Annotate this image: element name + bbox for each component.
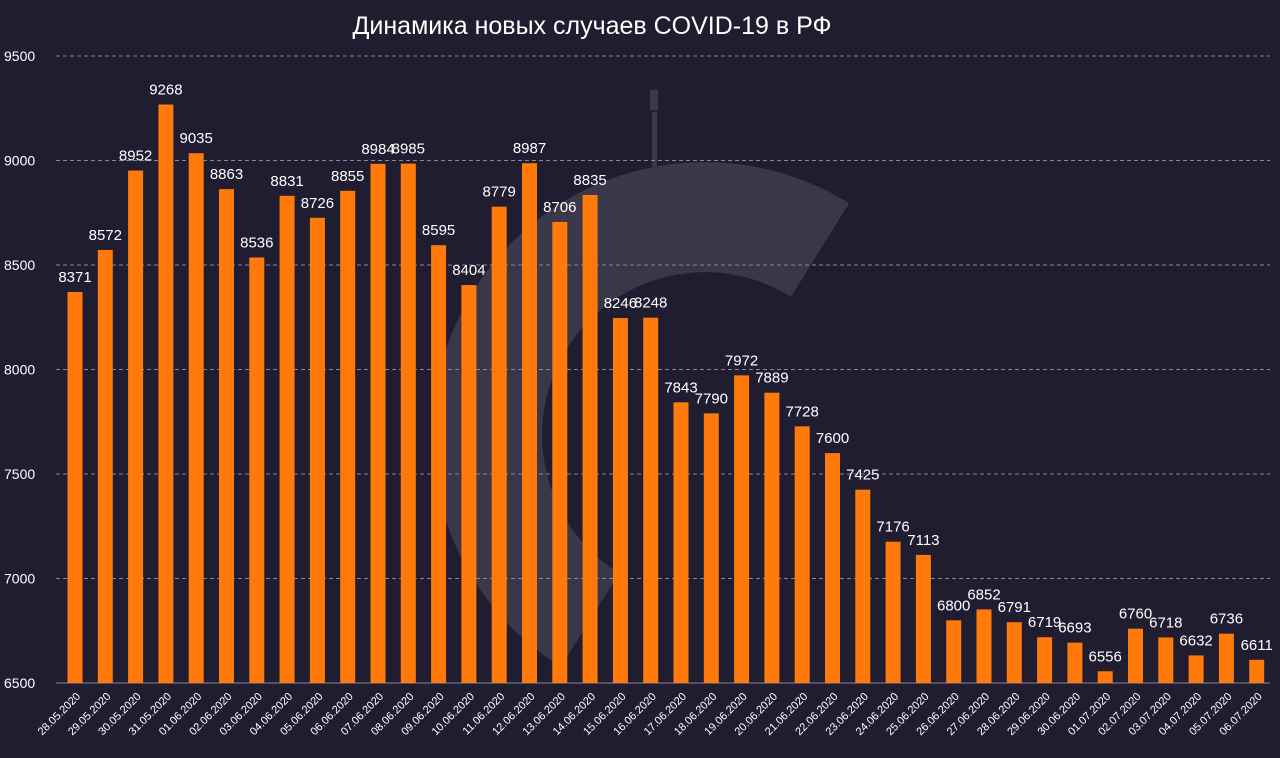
bar bbox=[1158, 637, 1174, 683]
bar bbox=[946, 620, 962, 683]
bar bbox=[643, 317, 659, 683]
bar bbox=[734, 375, 750, 683]
data-label: 7176 bbox=[876, 519, 909, 536]
bar bbox=[340, 190, 356, 683]
data-label: 8984 bbox=[361, 141, 394, 158]
data-label: 6611 bbox=[1241, 637, 1273, 654]
bar bbox=[1006, 622, 1022, 683]
data-label: 6760 bbox=[1119, 606, 1152, 623]
data-label: 7972 bbox=[725, 352, 758, 369]
bar bbox=[794, 426, 810, 683]
bar bbox=[764, 392, 780, 683]
bar bbox=[309, 217, 325, 684]
data-label: 8779 bbox=[483, 184, 516, 201]
bar bbox=[703, 413, 719, 683]
data-label: 8595 bbox=[422, 222, 455, 239]
bar bbox=[976, 609, 992, 683]
bar bbox=[1188, 655, 1204, 683]
y-tick-label: 6500 bbox=[4, 675, 35, 691]
bar bbox=[128, 170, 144, 684]
data-label: 6556 bbox=[1089, 648, 1122, 665]
data-label: 9268 bbox=[149, 81, 182, 98]
data-label: 7889 bbox=[755, 370, 788, 387]
bar bbox=[1128, 628, 1143, 683]
bar bbox=[915, 554, 931, 683]
data-label: 8855 bbox=[331, 168, 364, 185]
data-label: 6852 bbox=[967, 586, 1000, 603]
bar bbox=[582, 194, 598, 684]
data-label: 8952 bbox=[119, 148, 152, 165]
data-label: 6719 bbox=[1028, 614, 1061, 631]
y-tick-label: 7500 bbox=[4, 466, 35, 482]
data-label: 8831 bbox=[270, 173, 303, 190]
data-label: 8985 bbox=[392, 141, 425, 158]
bar bbox=[400, 163, 416, 683]
chart-title: Динамика новых случаев COVID-19 в РФ bbox=[352, 12, 831, 40]
data-label: 8404 bbox=[452, 262, 485, 279]
data-label: 8863 bbox=[210, 166, 243, 183]
bar bbox=[855, 489, 871, 683]
data-label: 7600 bbox=[816, 430, 849, 447]
bar bbox=[431, 245, 447, 683]
data-label: 8248 bbox=[634, 295, 667, 312]
data-label: 8371 bbox=[58, 269, 91, 286]
data-label: 6800 bbox=[937, 597, 970, 614]
data-label: 7425 bbox=[846, 467, 879, 484]
data-label: 8536 bbox=[240, 234, 273, 251]
y-tick-label: 8500 bbox=[4, 257, 35, 273]
bar bbox=[461, 285, 477, 683]
data-label: 6693 bbox=[1058, 620, 1091, 637]
data-label: 6718 bbox=[1149, 614, 1182, 631]
bar bbox=[370, 163, 386, 683]
data-label: 7113 bbox=[907, 532, 939, 549]
data-label: 8835 bbox=[573, 172, 606, 189]
data-label: 8987 bbox=[513, 140, 546, 157]
bar bbox=[673, 402, 689, 683]
bar bbox=[249, 257, 265, 683]
bar bbox=[522, 163, 537, 684]
data-label: 8706 bbox=[543, 199, 576, 216]
bar bbox=[188, 153, 204, 683]
data-label: 8572 bbox=[89, 227, 122, 244]
bar bbox=[1037, 637, 1053, 683]
data-label: 6791 bbox=[998, 599, 1031, 616]
data-label: 8726 bbox=[301, 195, 334, 212]
bar bbox=[825, 453, 840, 683]
y-tick-label: 8000 bbox=[4, 362, 35, 378]
bar bbox=[552, 221, 568, 684]
bar bbox=[158, 104, 174, 684]
bar bbox=[219, 189, 234, 683]
data-label: 7728 bbox=[786, 403, 819, 420]
bar bbox=[1249, 659, 1265, 683]
bar bbox=[612, 318, 628, 683]
data-label: 6736 bbox=[1210, 611, 1243, 628]
bar bbox=[279, 195, 295, 684]
data-label: 7790 bbox=[695, 390, 728, 407]
bar bbox=[97, 249, 113, 683]
bar bbox=[1097, 671, 1113, 683]
bar bbox=[67, 291, 83, 683]
y-tick-label: 9500 bbox=[4, 48, 35, 64]
y-tick-label: 7000 bbox=[4, 571, 35, 587]
data-label: 6632 bbox=[1179, 632, 1212, 649]
watermark-logo bbox=[432, 90, 849, 667]
bar bbox=[885, 541, 901, 683]
y-tick-label: 9000 bbox=[4, 153, 35, 169]
data-label: 8246 bbox=[604, 295, 637, 312]
data-label: 7843 bbox=[664, 379, 697, 396]
bar bbox=[491, 206, 507, 683]
bar bbox=[1067, 642, 1083, 683]
data-label: 9035 bbox=[180, 130, 213, 147]
bar bbox=[1218, 633, 1234, 683]
